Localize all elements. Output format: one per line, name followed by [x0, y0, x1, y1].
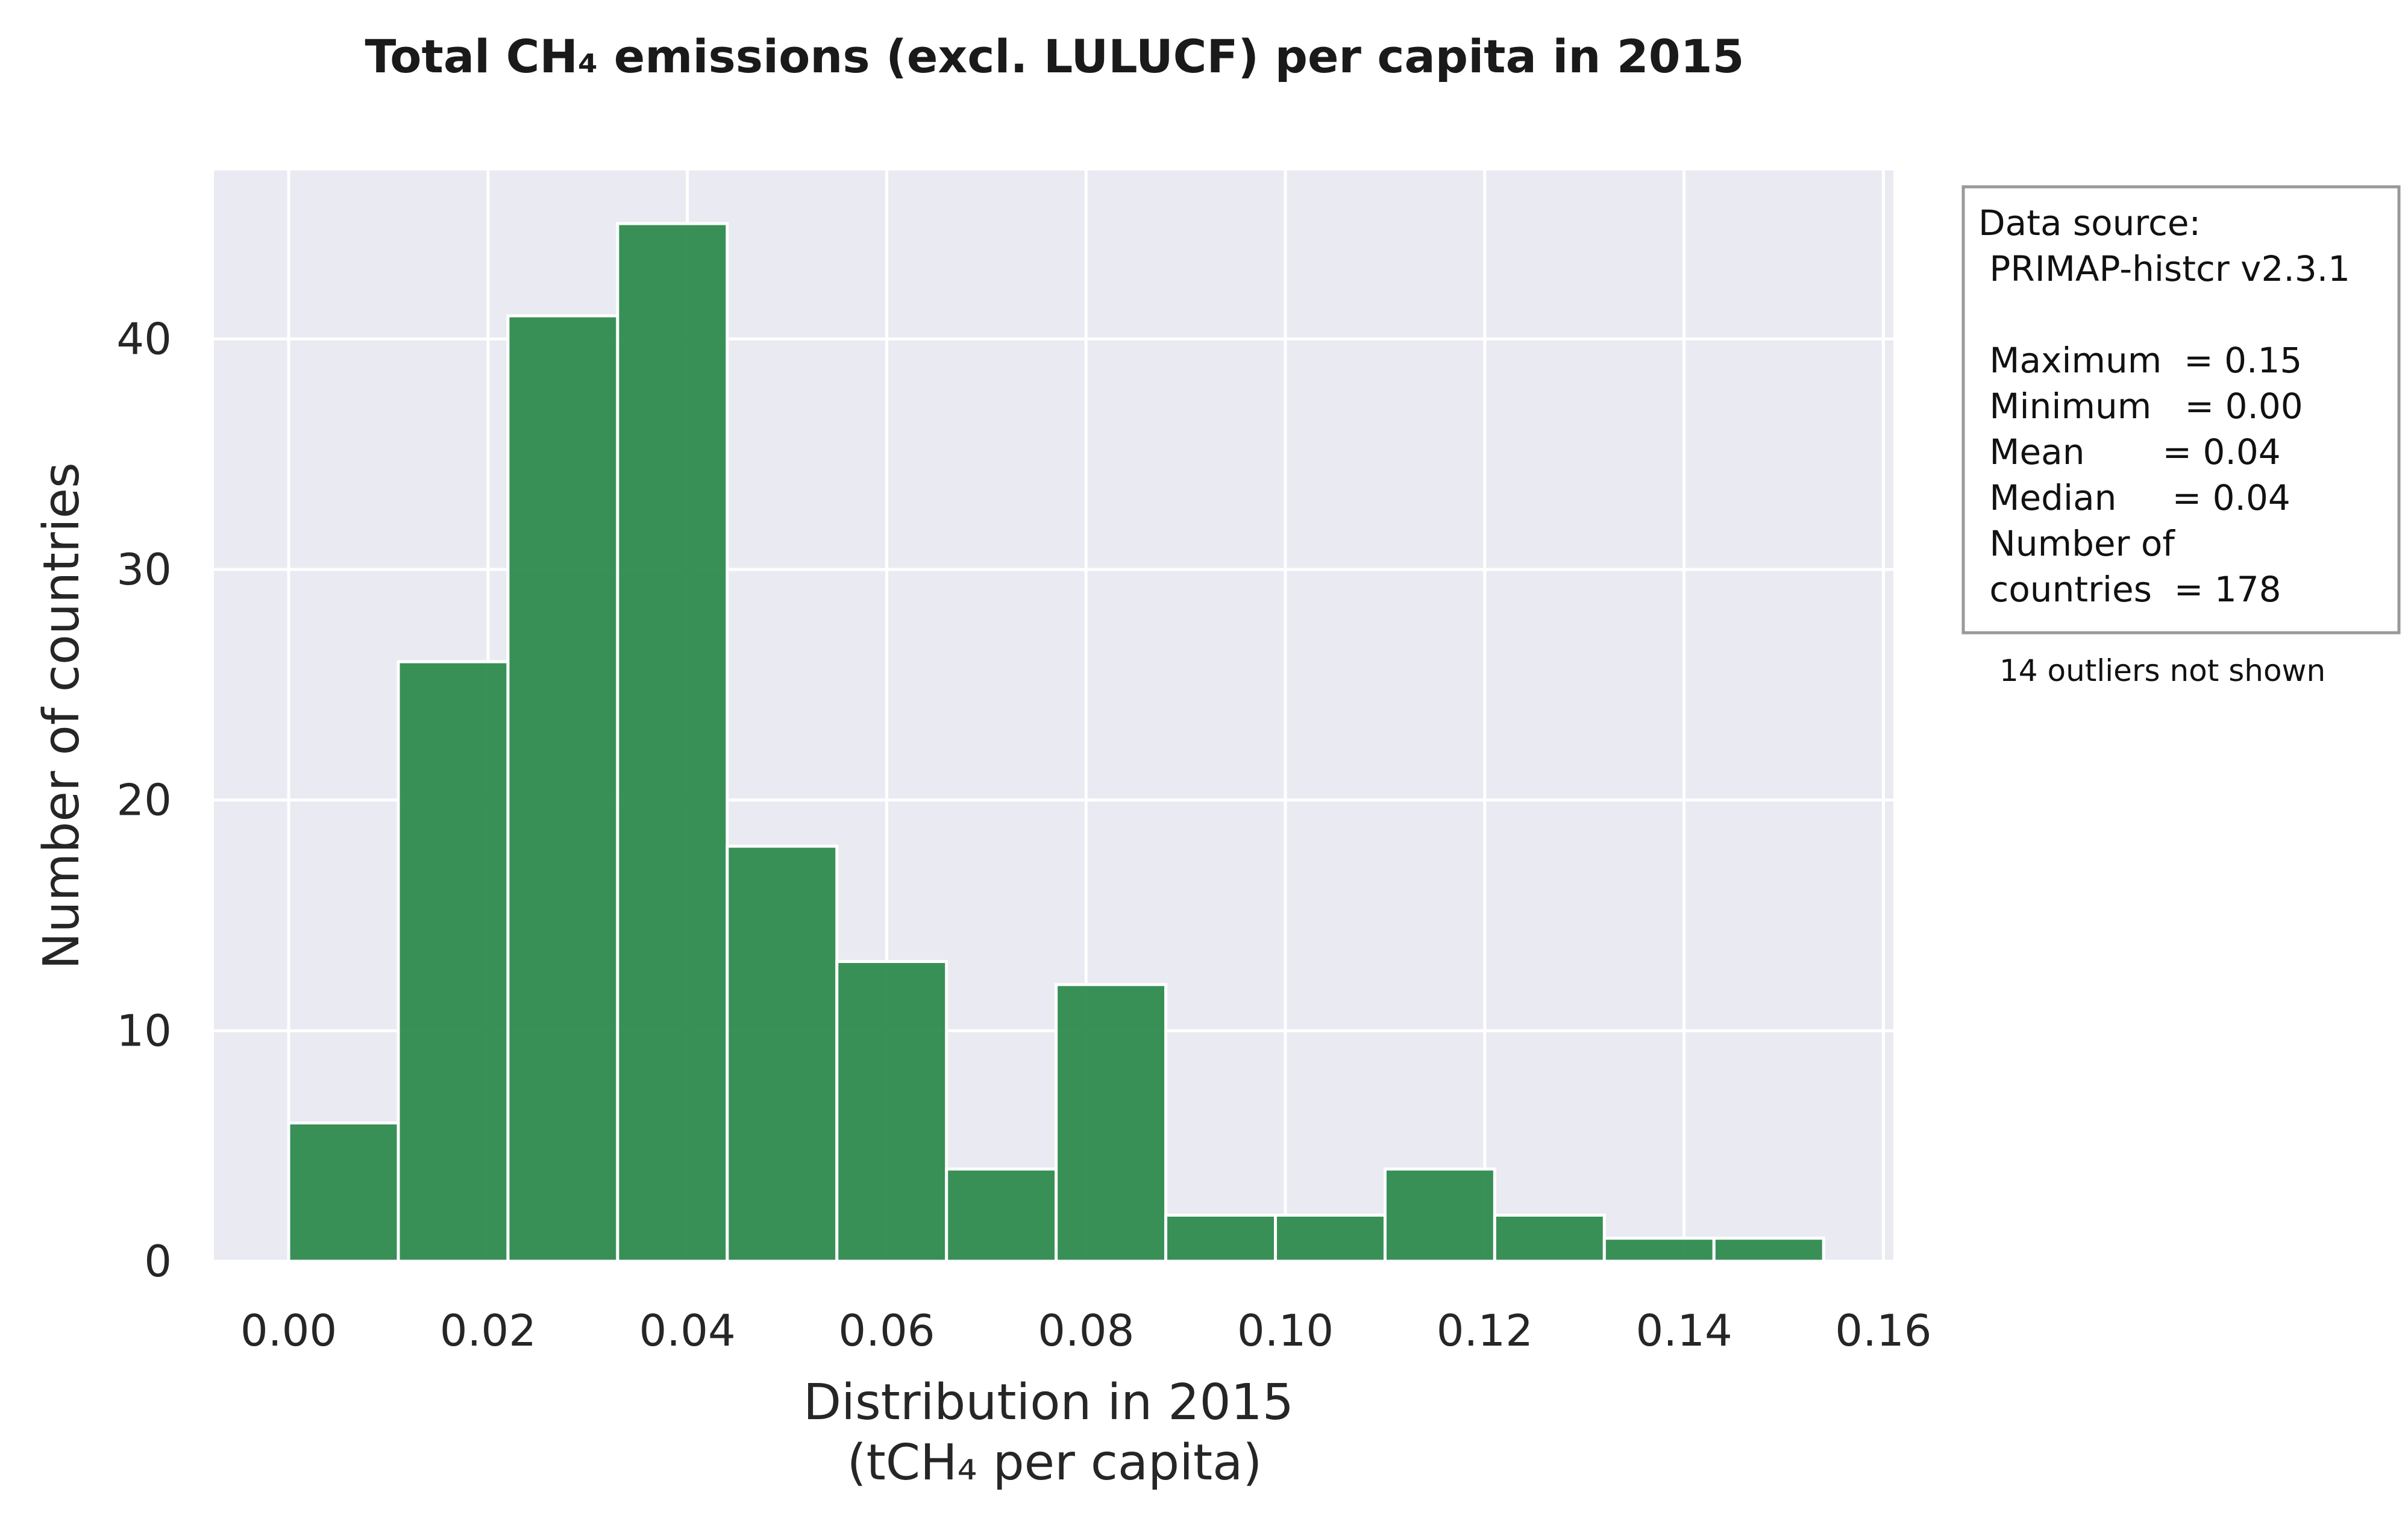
info-box-line: Maximum = 0.15: [1978, 340, 2302, 381]
histogram-bar: [1712, 1237, 1825, 1263]
histogram-bar: [1164, 1213, 1278, 1263]
info-box: [1961, 185, 2401, 635]
x-tick-label: 0.04: [639, 1305, 735, 1356]
x-tick-label: 0.14: [1636, 1305, 1732, 1356]
info-box-line: Number of: [1978, 523, 2175, 564]
x-tick-label: 0.00: [240, 1305, 337, 1356]
histogram-bar: [397, 660, 510, 1263]
y-tick-label: 40: [116, 313, 172, 364]
y-tick-label: 30: [116, 544, 172, 595]
info-box-line: Minimum = 0.00: [1978, 386, 2303, 427]
histogram-bar: [1383, 1167, 1496, 1263]
info-box-line: Mean = 0.04: [1978, 431, 2281, 472]
histogram-bar: [506, 314, 619, 1263]
x-tick-label: 0.02: [440, 1305, 536, 1356]
x-axis-title-line1: Distribution in 2015: [803, 1374, 1294, 1431]
chart-title: Total CH₄ emissions (excl. LULUCF) per c…: [365, 30, 1745, 83]
histogram-bar: [616, 222, 729, 1263]
x-tick-labels: 0.00 0.02 0.04 0.06 0.08 0.10 0.12 0.14 0.16: [240, 1305, 1932, 1356]
histogram-bar: [1493, 1213, 1606, 1263]
info-box-text: Data source: PRIMAP-histcr v2.3.1 Maximu…: [1978, 202, 2350, 610]
x-tick-label: 0.16: [1835, 1305, 1931, 1356]
histogram-bar: [1274, 1213, 1387, 1263]
x-tick-label: 0.08: [1038, 1305, 1134, 1356]
x-tick-label: 0.10: [1237, 1305, 1334, 1356]
info-box-line: Median = 0.04: [1978, 477, 2290, 518]
x-tick-label: 0.06: [838, 1305, 935, 1356]
histogram-bar: [287, 1121, 400, 1263]
outliers-note: 14 outliers not shown: [1999, 653, 2325, 688]
y-axis-title: Number of countries: [33, 462, 90, 970]
histogram-bar: [945, 1167, 1058, 1263]
histogram-bar: [1055, 983, 1168, 1263]
y-tick-label: 0: [144, 1236, 172, 1287]
x-axis-title-line2: (tCH₄ per capita): [847, 1434, 1262, 1491]
info-box-line: countries = 178: [1978, 569, 2281, 610]
y-tick-label: 10: [116, 1005, 172, 1056]
info-box-line: PRIMAP-histcr v2.3.1: [1978, 248, 2350, 289]
y-tick-label: 20: [116, 775, 172, 826]
x-tick-label: 0.12: [1437, 1305, 1533, 1356]
histogram-bar: [726, 844, 839, 1263]
histogram-bar: [835, 960, 948, 1263]
histogram-bar: [1602, 1237, 1716, 1263]
info-box-line: Data source:: [1978, 202, 2201, 243]
histogram-bars: [287, 222, 1825, 1263]
y-tick-labels: 0 10 20 30 40: [116, 313, 172, 1287]
